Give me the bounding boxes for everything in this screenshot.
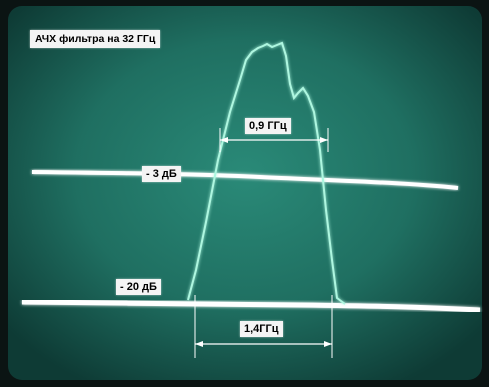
level-minus-20db-label: - 20 дБ <box>116 279 161 295</box>
bandwidth-3db-marker <box>219 128 329 152</box>
filter-response-trace <box>187 41 346 305</box>
bandwidth-20db-marker <box>194 295 333 358</box>
minus-3db-reference-line <box>31 170 459 190</box>
minus-20db-reference-line <box>21 299 481 313</box>
bandwidth-20db-label: 1,4ГГц <box>240 321 283 337</box>
bandwidth-3db-label: 0,9 ГГц <box>245 118 291 134</box>
level-minus-3db-label: - 3 дБ <box>142 166 181 182</box>
chart-title: АЧХ фильтра на 32 ГГц <box>30 30 161 48</box>
